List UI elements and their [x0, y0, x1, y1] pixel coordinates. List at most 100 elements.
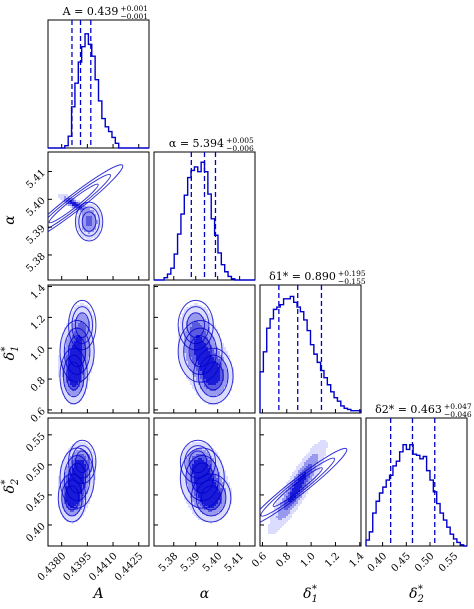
- contour-line: [177, 319, 223, 383]
- contour-line: [200, 485, 222, 511]
- y-tick-label: 5.41: [24, 168, 48, 192]
- contour-line: [68, 462, 87, 494]
- scatter-panel-3-2: [259, 417, 362, 547]
- contour-line: [57, 473, 87, 523]
- title-plus: +0.001: [120, 4, 148, 13]
- contour-line: [78, 206, 100, 237]
- contour-line: [177, 299, 214, 351]
- ticks-0-0: [61, 144, 140, 148]
- axis-label-δ1: δ1*: [0, 346, 21, 361]
- contour-line: [179, 447, 225, 509]
- x-tick-label: 0.40: [366, 551, 390, 575]
- title-minus: −0.006: [226, 144, 254, 153]
- panel-title: δ1* = 0.890: [269, 270, 336, 283]
- y-tick-label: 5.40: [24, 195, 48, 219]
- contour-line: [202, 361, 224, 391]
- title-minus: −0.046: [444, 410, 472, 419]
- contour-line: [48, 183, 99, 224]
- y-tick-label: 0.50: [24, 461, 48, 485]
- x-tick-label: 1.4: [347, 551, 366, 570]
- x-tick-label: 0.55: [437, 551, 461, 575]
- x-tick-label: 1.0: [299, 551, 318, 570]
- x-tick-label: 0.4425: [113, 551, 146, 584]
- ticks-1-1: [173, 276, 241, 280]
- scatter-panel-2-0: [47, 284, 150, 414]
- contour-line: [61, 479, 83, 517]
- y-tick-label: 0.6: [29, 406, 48, 425]
- axis-label-A: A: [91, 586, 103, 602]
- contour-line: [184, 445, 212, 479]
- axis-label-δ2: δ2*: [0, 479, 21, 494]
- x-tick-label: 0.50: [413, 551, 437, 575]
- contour-line: [195, 479, 227, 517]
- contour-line: [74, 312, 90, 338]
- x-tick-label: 0.6: [250, 551, 269, 570]
- scatter-panel-3-0: [47, 417, 150, 547]
- contour-line: [63, 327, 91, 375]
- contour-line: [190, 462, 214, 494]
- x-tick-label: 0.8: [274, 551, 293, 570]
- hist-step: [48, 33, 149, 149]
- contour-line: [74, 450, 90, 474]
- x-tick-label: 5.38: [157, 551, 181, 575]
- contour-group: [179, 439, 232, 524]
- contour-line: [260, 447, 348, 527]
- contour-line: [81, 211, 97, 232]
- contour-group: [57, 439, 97, 524]
- contour-group: [48, 164, 124, 243]
- contour-line: [62, 354, 85, 398]
- contour-level-3: [194, 335, 220, 385]
- contour-line: [68, 299, 97, 351]
- contour-line: [59, 319, 95, 383]
- title-plus: +0.047: [444, 402, 472, 411]
- contour-line: [48, 173, 112, 233]
- panel-title: A = 0.439: [62, 5, 119, 18]
- contour-line: [179, 439, 216, 485]
- title-plus: +0.195: [338, 269, 366, 278]
- y-tick-label: 1.0: [29, 344, 48, 363]
- scatter-panel-2-1: [153, 284, 256, 414]
- ticks-2-2: [261, 409, 361, 413]
- contour-line: [186, 312, 206, 338]
- contour-line: [68, 439, 97, 485]
- contour-group: [58, 299, 97, 405]
- panel-frame: [365, 417, 468, 547]
- x-tick-label: 5.39: [179, 551, 203, 575]
- contour-level-3: [70, 200, 78, 206]
- hist-panel-0: A = 0.439 +0.001−0.001: [47, 4, 150, 149]
- y-tick-label: 5.38: [24, 251, 48, 275]
- ticks-2-1: [154, 286, 241, 413]
- y-tick-label: 5.39: [24, 223, 48, 247]
- ticks-3-3: 0.40 0.45 0.50 0.55: [366, 542, 461, 575]
- hist-step: [365, 444, 467, 547]
- contour-group: [260, 440, 348, 534]
- hist-panel-3: δ2* = 0.463 +0.047−0.046: [365, 402, 472, 547]
- panel-title: α = 5.394: [169, 137, 224, 150]
- title-minus: −0.155: [338, 277, 366, 286]
- panel-title: δ2* = 0.463: [375, 403, 442, 416]
- y-tick-label: 0.8: [29, 375, 48, 394]
- hist-step: [154, 161, 255, 281]
- contour-line: [64, 485, 80, 511]
- x-tick-label: 0.45: [389, 551, 413, 575]
- contour-group: [177, 299, 234, 405]
- contour-line: [197, 354, 229, 398]
- title-minus: −0.001: [120, 12, 148, 21]
- scatter-panel-3-1: [153, 417, 256, 547]
- title-plus: +0.005: [226, 136, 254, 145]
- x-tick-label: 5.40: [201, 551, 225, 575]
- panel-frame: [259, 284, 362, 414]
- y-tick-label: 0.45: [24, 491, 48, 515]
- axis-label-α: α: [2, 215, 18, 225]
- y-tick-label: 1.2: [29, 313, 48, 332]
- contour-line: [260, 457, 336, 517]
- contour-line: [71, 445, 94, 479]
- axis-label-δ2: δ2*: [409, 584, 424, 605]
- contour-level-3: [66, 460, 86, 508]
- contour-line: [183, 327, 218, 375]
- x-tick-label: 1.2: [323, 551, 342, 570]
- axis-label-δ1: δ1*: [303, 584, 318, 605]
- contour-line: [193, 347, 234, 405]
